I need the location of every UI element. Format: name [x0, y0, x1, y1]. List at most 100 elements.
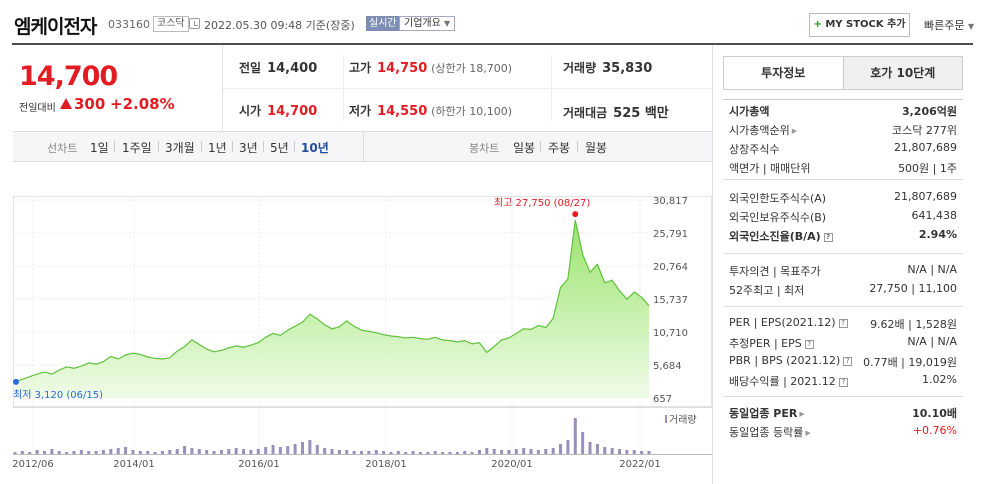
info-row[interactable]: 배당수익률 | 2021.12? 1.02%	[723, 370, 963, 389]
help-icon[interactable]: ?	[823, 233, 833, 242]
volume-bar	[566, 440, 570, 454]
info-row[interactable]: PBR | BPS (2021.12)? 0.77배 | 19,019원	[723, 351, 963, 370]
volume-bar	[72, 451, 76, 454]
volume-bar	[536, 450, 540, 454]
high-point-label: 최고 27,750 (08/27)	[494, 197, 590, 209]
info-label: 외국인한도주식수(A)	[729, 192, 827, 205]
amount-label: 거래대금	[563, 106, 608, 120]
tab-invest-info[interactable]: 투자정보	[724, 57, 843, 89]
tab-1d[interactable]: 1일	[90, 141, 109, 155]
tab-3y[interactable]: 3년	[239, 141, 258, 155]
low-price: 저가 14,550 (하한가 10,100)	[349, 102, 512, 119]
info-row[interactable]: 외국인소진율(B/A)? 2.94%	[723, 225, 963, 244]
volume-bar	[101, 450, 105, 454]
volume-bar	[278, 447, 282, 454]
volume-bar	[581, 432, 585, 454]
volume-bar	[551, 448, 555, 454]
market-badge: 코스닥	[153, 16, 189, 32]
chevron-down-icon: ▼	[444, 19, 451, 28]
tab-monthly-candle[interactable]: 월봉	[585, 141, 608, 155]
tab-1y[interactable]: 1년	[208, 141, 227, 155]
add-mystock-button[interactable]: + MY STOCK 추가	[809, 13, 910, 37]
info-value: 21,807,689	[894, 190, 957, 203]
volume-bar	[160, 451, 164, 454]
info-value: 500원 | 1주	[898, 162, 957, 175]
info-label: 동일업종 등락률 ▶	[729, 426, 811, 439]
caret-right-icon[interactable]: ▶	[791, 127, 798, 135]
corp-overview-dropdown[interactable]: 기업개요 ▼	[399, 16, 456, 31]
volume-bar	[618, 449, 622, 454]
info-row[interactable]: 추정PER | EPS? N/A | N/A	[723, 332, 963, 351]
volume-bar	[463, 451, 467, 454]
help-icon[interactable]: ?	[838, 319, 848, 328]
divider	[551, 55, 552, 121]
caret-right-icon[interactable]: ▶	[805, 429, 811, 437]
high-value: 14,750	[377, 61, 428, 76]
info-label: 동일업종 PER ▶	[729, 407, 805, 420]
quote-timestamp: 2022.05.30 09:48 기준(장중)	[204, 19, 355, 32]
high-price: 고가 14,750 (상한가 18,700)	[349, 59, 512, 76]
divider	[577, 141, 578, 152]
tab-10y[interactable]: 10년	[301, 141, 329, 155]
upper-limit: (상한가 18,700)	[431, 62, 513, 75]
help-icon[interactable]: ?	[804, 340, 814, 349]
y-tick-label: 10,710	[653, 328, 688, 339]
industry-group: 동일업종 PER ▶ 10.10배 동일업종 등락률 ▶ +0.76%	[723, 402, 963, 440]
volume-bar	[57, 451, 61, 454]
volume-bar	[35, 450, 39, 454]
volume-bar	[301, 442, 305, 454]
tab-daily-candle[interactable]: 일봉	[513, 141, 536, 155]
info-row: 52주최고 | 최저 27,750 | 11,100	[723, 279, 963, 298]
caret-right-icon[interactable]: ▶	[799, 410, 805, 418]
info-row[interactable]: 시가총액순위 ▶ 코스닥 277위	[723, 119, 963, 138]
price-area	[15, 220, 649, 398]
info-label: 외국인보유주식수(B)	[729, 211, 827, 224]
price-diff: 300	[74, 95, 106, 113]
volume-bar	[640, 451, 644, 454]
plot-frame	[13, 196, 712, 407]
tab-weekly-candle[interactable]: 주봉	[548, 141, 571, 155]
info-row[interactable]: 동일업종 등락률 ▶ +0.76%	[723, 421, 963, 440]
low-value: 14,550	[377, 104, 428, 119]
volume-bar	[42, 451, 46, 454]
price-chart[interactable]: 30,817 25,791 20,764 15,737 10,710 5,684 657 20…	[12, 162, 712, 484]
volume-bar	[485, 448, 489, 454]
volume-bar	[234, 448, 238, 454]
volume-bar	[500, 450, 504, 454]
info-value: 0.77배 | 19,019원	[863, 356, 957, 369]
volume-bar	[212, 451, 216, 454]
volume-bar	[359, 451, 363, 454]
high-label: 고가	[349, 61, 372, 75]
info-row[interactable]: PER | EPS(2021.12)? 9.62배 | 1,528원	[723, 313, 963, 332]
volume-bar	[190, 448, 194, 454]
volume-bar	[146, 451, 150, 454]
volume-legend-label: 거래량	[669, 414, 697, 426]
help-icon[interactable]: ?	[843, 357, 853, 366]
info-row: 상장주식수 21,807,689	[723, 138, 963, 157]
tab-1w[interactable]: 1주일	[122, 141, 152, 155]
info-value: 641,438	[911, 209, 958, 222]
volume-bar	[514, 449, 518, 454]
info-label: 52주최고 | 최저	[729, 284, 805, 297]
info-row: 외국인보유주식수(B) 641,438	[723, 206, 963, 225]
info-row[interactable]: 동일업종 PER ▶ 10.10배	[723, 402, 963, 421]
volume-bar	[183, 446, 187, 454]
info-value: N/A | N/A	[907, 335, 957, 348]
info-label: PER | EPS(2021.12)?	[729, 316, 848, 329]
volume-bar	[448, 452, 452, 454]
volume-bar	[87, 451, 91, 454]
tab-3m[interactable]: 3개월	[165, 141, 195, 155]
tab-5y[interactable]: 5년	[270, 141, 289, 155]
quick-order-dropdown[interactable]: 빠른주문 ▼	[924, 17, 974, 33]
info-label: 배당수익률 | 2021.12?	[729, 373, 848, 389]
info-value: 27,750 | 11,100	[869, 282, 957, 295]
volume-bar	[197, 449, 201, 454]
realtime-badge[interactable]: 실시간	[366, 16, 400, 31]
help-icon[interactable]: ?	[838, 378, 848, 387]
volume-bar	[522, 448, 526, 454]
tab-order-book[interactable]: 호가 10단계	[842, 57, 962, 89]
divider	[201, 141, 202, 152]
stock-code: 033160	[108, 18, 150, 31]
volume-bar	[433, 451, 437, 454]
info-value: N/A | N/A	[907, 263, 957, 276]
